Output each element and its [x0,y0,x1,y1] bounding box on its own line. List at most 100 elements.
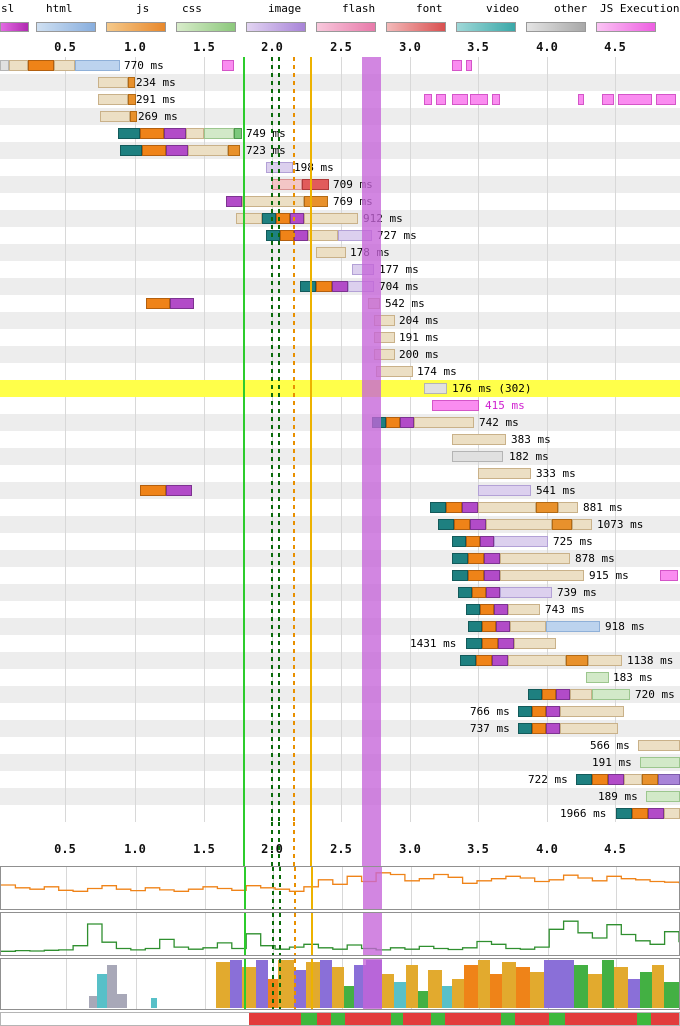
request-bar-ssl[interactable] [486,587,500,598]
request-timing-label[interactable]: 182 ms [509,450,549,463]
request-bar-con[interactable] [280,230,294,241]
request-bar-oth_l[interactable] [424,383,447,394]
request-row[interactable]: 1138 ms [0,652,680,669]
request-bar-dns[interactable] [120,145,142,156]
request-row[interactable]: 749 ms [0,125,680,142]
request-bar-js_d[interactable] [228,145,240,156]
request-bar-dns[interactable] [576,774,592,785]
request-bar-js_d[interactable] [536,502,558,513]
request-bar-js_d[interactable] [130,111,137,122]
request-bar-dns[interactable] [466,604,480,615]
request-bar-pink[interactable] [660,570,678,581]
request-row[interactable]: 415 ms [0,397,680,414]
request-bar-ssl[interactable] [648,808,664,819]
request-bar-ssl[interactable] [400,417,414,428]
request-bar-js_l[interactable] [316,247,346,258]
request-bar-con[interactable] [466,536,480,547]
request-timing-label[interactable]: 566 ms [590,739,630,752]
request-bar-ssl[interactable] [294,230,308,241]
request-bar-js_d[interactable] [552,519,572,530]
request-timing-label[interactable]: 269 ms [138,110,178,123]
request-row[interactable]: 189 ms [0,788,680,805]
request-timing-label[interactable]: 743 ms [545,603,585,616]
request-row[interactable]: 770 ms [0,57,680,74]
request-bar-js_l[interactable] [376,366,413,377]
request-row[interactable]: 722 ms [0,771,680,788]
request-timing-label[interactable]: 542 ms [385,297,425,310]
request-bar-js_l[interactable] [186,128,204,139]
request-bar-dns[interactable] [466,638,482,649]
request-bar-dns[interactable] [452,536,466,547]
request-bar-con[interactable] [386,417,400,428]
request-bar-css_l[interactable] [592,689,630,700]
request-bar-dns[interactable] [430,502,446,513]
request-bar-js_l[interactable] [478,468,531,479]
request-timing-label[interactable]: 177 ms [379,263,419,276]
request-bar-img_d[interactable] [658,774,680,785]
request-bar-ssl[interactable] [546,706,560,717]
request-row[interactable]: 178 ms [0,244,680,261]
request-bar-dns[interactable] [528,689,542,700]
request-bar-dns[interactable] [616,808,632,819]
request-timing-label[interactable]: 725 ms [553,535,593,548]
request-bar-ssl[interactable] [166,485,192,496]
request-timing-label[interactable]: 1966 ms [560,807,607,820]
request-bar-js_l[interactable] [54,60,75,71]
request-timing-label[interactable]: 722 ms [528,773,568,786]
request-bar-js_l[interactable] [98,94,128,105]
request-timing-label[interactable]: 1138 ms [627,654,674,667]
request-bar-ssl[interactable] [332,281,348,292]
request-timing-label[interactable]: 766 ms [470,705,510,718]
request-bar-ssl[interactable] [166,145,188,156]
request-bar-js_l[interactable] [236,213,262,224]
request-timing-label[interactable]: 191 ms [399,331,439,344]
request-bar-con[interactable] [482,621,496,632]
request-bar-pink[interactable] [452,94,468,105]
request-bar-js_d[interactable] [304,196,328,207]
request-bar-js_l[interactable] [664,808,680,819]
request-timing-label[interactable]: 1073 ms [597,518,644,531]
request-bar-dns[interactable] [452,553,468,564]
request-bar-ssl[interactable] [546,723,560,734]
request-row[interactable]: 204 ms [0,312,680,329]
request-bar-html_l[interactable] [546,621,600,632]
request-bar-pink[interactable] [432,400,479,411]
request-timing-label[interactable]: 737 ms [470,722,510,735]
request-bar-js_d[interactable] [642,774,658,785]
request-row[interactable]: 383 ms [0,431,680,448]
request-bar-pink[interactable] [618,94,652,105]
request-timing-label[interactable]: 723 ms [246,144,286,157]
request-bar-ssl[interactable] [556,689,570,700]
request-bar-oth_l[interactable] [0,60,9,71]
request-bar-con[interactable] [532,706,546,717]
request-bar-dns[interactable] [468,621,482,632]
request-row[interactable]: 743 ms [0,601,680,618]
request-timing-label[interactable]: 383 ms [511,433,551,446]
request-bar-js_l[interactable] [100,111,130,122]
request-row[interactable]: 739 ms [0,584,680,601]
request-bar-pink[interactable] [578,94,584,105]
request-bar-oth_l[interactable] [452,451,503,462]
request-timing-label[interactable]: 704 ms [379,280,419,293]
request-bar-js_l[interactable] [638,740,680,751]
request-bar-font_d[interactable] [302,179,329,190]
request-bar-ssl[interactable] [496,621,510,632]
request-bar-js_l[interactable] [624,774,642,785]
request-bar-js_d[interactable] [128,77,135,88]
request-bar-con[interactable] [632,808,648,819]
request-timing-label[interactable]: 204 ms [399,314,439,327]
request-timing-label[interactable]: 878 ms [575,552,615,565]
request-bar-ssl[interactable] [492,655,508,666]
request-bar-ssl[interactable] [608,774,624,785]
request-bar-js_d[interactable] [128,94,136,105]
request-row[interactable]: 177 ms [0,261,680,278]
request-bar-css_l[interactable] [586,672,609,683]
request-row[interactable]: 766 ms [0,703,680,720]
request-timing-label[interactable]: 198 ms [294,161,334,174]
request-timing-label[interactable]: 200 ms [399,348,439,361]
request-bar-js_l[interactable] [304,213,358,224]
request-bar-con[interactable] [480,604,494,615]
request-row[interactable]: 723 ms [0,142,680,159]
request-row[interactable]: 742 ms [0,414,680,431]
request-timing-label[interactable]: 333 ms [536,467,576,480]
